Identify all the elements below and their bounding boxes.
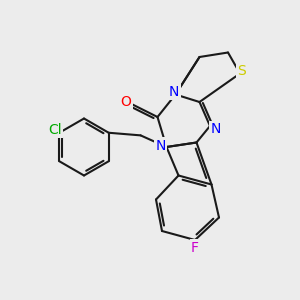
Text: N: N (211, 122, 221, 136)
Text: F: F (191, 241, 199, 254)
Text: O: O (121, 95, 131, 109)
Text: Cl: Cl (48, 123, 61, 137)
Text: N: N (169, 85, 179, 98)
Text: N: N (155, 139, 166, 152)
Text: S: S (237, 64, 246, 77)
